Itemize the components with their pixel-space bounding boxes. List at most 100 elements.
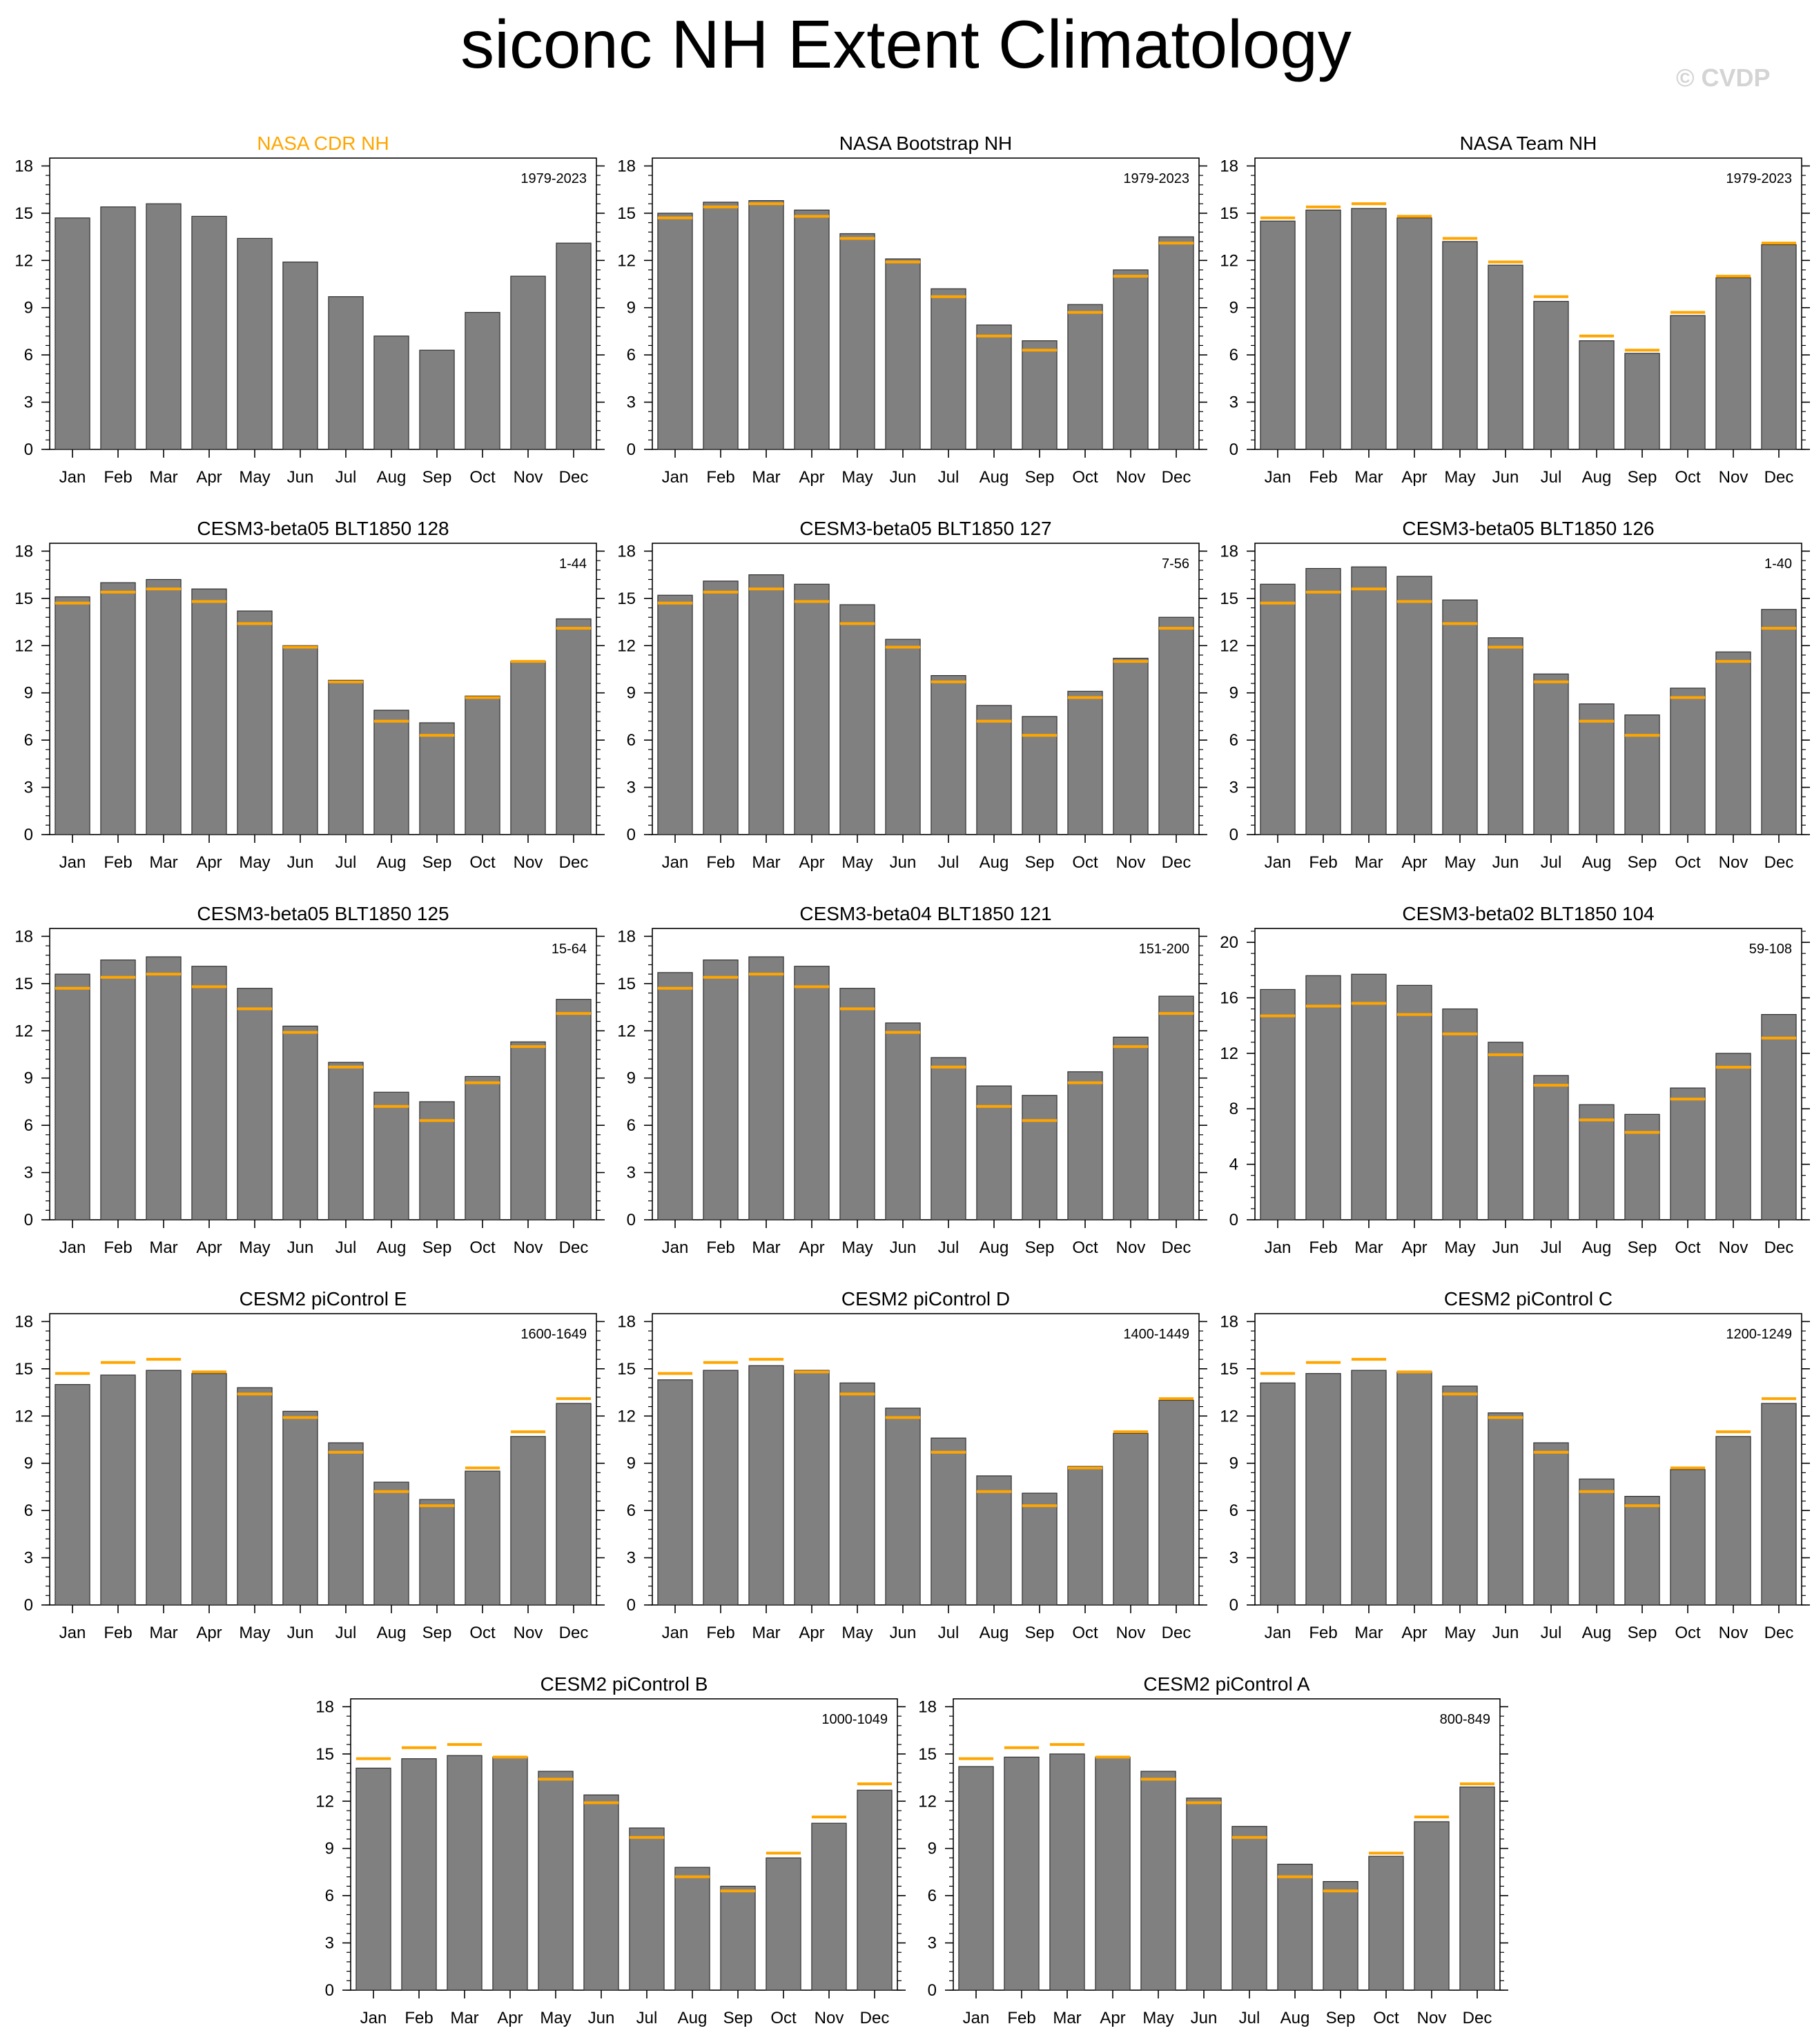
- bar: [1158, 1399, 1194, 1606]
- bar: [1351, 566, 1387, 835]
- bar: [1533, 673, 1569, 835]
- x-tick-label: Mar: [450, 2009, 478, 2027]
- bar: [1715, 651, 1751, 835]
- x-tick-label: Apr: [799, 1624, 824, 1642]
- bar: [373, 335, 409, 450]
- bar: [373, 1091, 409, 1220]
- y-tick-label: 0: [1229, 440, 1238, 459]
- bar: [1351, 1370, 1387, 1606]
- y-tick-label: 15: [1220, 1360, 1238, 1379]
- y-tick-label: 18: [617, 157, 636, 175]
- x-tick-label: May: [1142, 2009, 1173, 2027]
- x-tick-label: Sep: [1628, 1238, 1657, 1257]
- x-tick-label: Mar: [149, 468, 177, 487]
- y-tick-label: 9: [24, 1454, 33, 1473]
- x-tick-label: Feb: [1309, 1624, 1337, 1642]
- x-tick-label: Dec: [1463, 2009, 1492, 2027]
- chart-panel: CESM2 piControl E 1600-1649 0 3 6 9 12 15 18 Jan F…: [14, 1288, 605, 1642]
- y-tick-label: 3: [627, 1549, 636, 1568]
- bar: [1305, 567, 1341, 835]
- x-tick-label: Nov: [514, 1624, 543, 1642]
- bar: [1049, 1753, 1085, 1991]
- x-tick-label: Dec: [559, 1238, 589, 1257]
- x-tick-label: Mar: [149, 853, 177, 872]
- x-tick-label: Dec: [860, 2009, 890, 2027]
- bar: [1323, 1881, 1358, 1991]
- x-tick-label: Sep: [422, 1624, 452, 1642]
- bar: [465, 1075, 500, 1220]
- bar: [976, 1085, 1012, 1220]
- chart-panel: CESM2 piControl C 1200-1249 0 3 6 9 12 15 18 Jan F…: [1220, 1288, 1810, 1642]
- x-tick-label: Apr: [799, 1238, 824, 1257]
- x-tick-label: Jun: [1492, 468, 1519, 487]
- y-tick-label: 6: [24, 731, 33, 750]
- x-tick-label: Aug: [1582, 1624, 1612, 1642]
- y-tick-label: 3: [627, 393, 636, 412]
- y-tick-label: 15: [14, 1360, 33, 1379]
- y-tick-label: 0: [627, 826, 636, 844]
- bar: [1067, 304, 1103, 450]
- plot-frame: [49, 1313, 597, 1606]
- bar: [1305, 975, 1341, 1220]
- year-range-label: 59-108: [1749, 942, 1792, 957]
- y-tick-label: 3: [325, 1934, 334, 1953]
- y-tick-label: 0: [1229, 1596, 1238, 1615]
- x-tick-label: Dec: [1764, 1238, 1794, 1257]
- bar: [1624, 1496, 1660, 1606]
- x-tick-label: Feb: [706, 1624, 734, 1642]
- x-tick-label: Feb: [104, 1238, 132, 1257]
- bar: [1260, 1382, 1296, 1606]
- chart-panel: CESM3-beta05 BLT1850 127 7-56 0 3 6 9 12 15 18 Ja…: [617, 518, 1207, 872]
- bar: [55, 596, 90, 835]
- bar: [1113, 1036, 1149, 1220]
- y-tick-label: 0: [24, 1211, 33, 1229]
- bar: [1067, 1071, 1103, 1220]
- x-tick-label: Jun: [890, 853, 917, 872]
- x-tick-label: Nov: [1719, 853, 1748, 872]
- year-range-label: 1400-1449: [1123, 1327, 1189, 1342]
- y-tick-label: 12: [617, 1407, 636, 1425]
- bar: [1231, 1826, 1267, 1991]
- x-tick-label: May: [1444, 1624, 1475, 1642]
- bar: [1067, 690, 1103, 835]
- x-tick-label: Dec: [1764, 853, 1794, 872]
- bar: [720, 1885, 756, 1991]
- bar: [1396, 1371, 1432, 1606]
- bar: [1158, 236, 1194, 450]
- bar: [703, 202, 739, 450]
- x-tick-label: Feb: [104, 468, 132, 487]
- bar: [100, 1374, 136, 1606]
- bar: [657, 972, 693, 1220]
- bar: [510, 1041, 546, 1220]
- bar: [1022, 340, 1058, 450]
- x-tick-label: Oct: [1072, 468, 1098, 487]
- x-tick-label: Sep: [1628, 1624, 1657, 1642]
- bar: [1670, 688, 1706, 835]
- y-tick-label: 9: [1229, 1454, 1238, 1473]
- year-range-label: 1-40: [1764, 556, 1792, 572]
- x-tick-label: Oct: [1072, 1624, 1098, 1642]
- y-tick-label: 6: [928, 1887, 937, 1905]
- x-tick-label: Dec: [1764, 468, 1794, 487]
- y-tick-label: 12: [315, 1792, 334, 1811]
- bar: [191, 215, 227, 450]
- x-tick-label: Jan: [360, 2009, 387, 2027]
- y-tick-label: 0: [627, 440, 636, 459]
- bar: [766, 1857, 801, 1991]
- bar: [748, 574, 784, 835]
- bar: [237, 610, 273, 835]
- y-tick-label: 6: [325, 1887, 334, 1905]
- x-tick-label: Aug: [377, 1624, 407, 1642]
- bar: [1004, 1756, 1040, 1991]
- x-tick-label: Jul: [335, 1624, 357, 1642]
- x-tick-label: Jan: [59, 1624, 86, 1642]
- y-tick-label: 0: [1229, 1211, 1238, 1229]
- plot-frame: [652, 1313, 1200, 1606]
- plot-frame: [49, 157, 597, 450]
- x-tick-label: Jul: [938, 468, 959, 487]
- x-tick-label: Aug: [377, 853, 407, 872]
- x-tick-label: Nov: [514, 1238, 543, 1257]
- y-tick-label: 3: [1229, 393, 1238, 412]
- bar: [556, 242, 592, 450]
- x-tick-label: Apr: [1100, 2009, 1125, 2027]
